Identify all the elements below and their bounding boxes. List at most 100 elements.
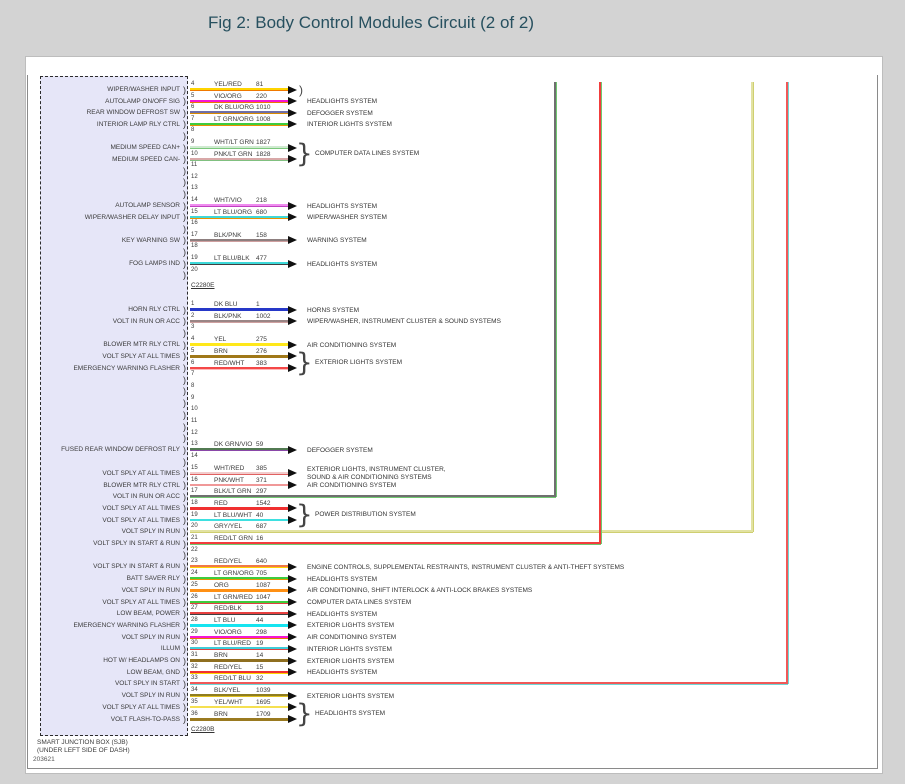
circuit-number: 1827 — [256, 139, 271, 146]
pin-arc: ) — [183, 316, 186, 327]
wire-line — [190, 99, 288, 103]
wire-line — [190, 659, 288, 662]
pin-arc: ) — [183, 188, 186, 199]
system-label: HORNS SYSTEM — [307, 306, 360, 314]
wire-arrow-icon — [288, 340, 297, 349]
circuit-number: 16 — [256, 535, 264, 542]
brace-icon: } — [296, 499, 313, 530]
wire-arrow-icon — [288, 120, 297, 129]
pin-number: 21 — [191, 535, 198, 541]
wire-arrow-icon — [288, 621, 297, 630]
wire-arrow-icon — [288, 236, 297, 245]
wire-color-code: RED/BLK — [214, 605, 242, 613]
pin-label: VOLT SPLY AT ALL TIMES — [102, 352, 180, 360]
wire-color-code: RED/LT BLU — [214, 675, 251, 683]
pin-number: 29 — [191, 628, 198, 635]
pin-number: 13 — [191, 185, 198, 192]
pin-arc: ) — [183, 154, 186, 165]
wire-color-code: PNK/LT GRN — [214, 150, 253, 158]
wire-arrow-icon — [288, 445, 297, 454]
pin-number: 14 — [191, 197, 198, 203]
pin-label: LOW BEAM, POWER — [116, 610, 180, 618]
wire-arrow-icon — [288, 703, 297, 712]
wire-color-code: RED/YEL — [214, 663, 242, 671]
pin-arc: ) — [183, 550, 186, 561]
pin-arc: ) — [183, 608, 186, 619]
pin-arc: ) — [183, 655, 186, 666]
wire-line — [190, 600, 288, 604]
system-label: HEADLIGHTS SYSTEM — [307, 610, 378, 618]
wire-arrow-icon — [288, 481, 297, 489]
pin-number: 16 — [191, 476, 198, 483]
wire-arrow-icon — [288, 633, 297, 642]
wire-arrow-icon — [288, 305, 297, 314]
pin-arc: ) — [183, 258, 186, 269]
wire-arrow-icon — [288, 259, 297, 268]
pin-arc: ) — [183, 597, 186, 607]
system-label: AIR CONDITIONING, SHIFT INTERLOCK & ANTI… — [307, 587, 533, 595]
system-label: POWER DISTRIBUTION SYSTEM — [315, 511, 416, 519]
pin-number: 15 — [191, 464, 198, 471]
pin-arc: ) — [183, 491, 186, 502]
pin-number: 7 — [191, 371, 195, 378]
pin-arc: ) — [183, 386, 186, 397]
circuit-number: 1008 — [256, 115, 271, 123]
system-label: AIR CONDITIONING SYSTEM — [307, 634, 397, 642]
wire-line — [190, 577, 288, 581]
circuit-number: 1542 — [256, 499, 271, 507]
pin-label: WIPER/WASHER DELAY INPUT — [84, 213, 180, 221]
pin-label: VOLT SPLY AT ALL TIMES — [102, 469, 180, 477]
wire-color-code: LT BLU/WHT — [214, 511, 253, 519]
pin-number: 19 — [191, 255, 198, 261]
wire-color-code: DK BLU — [214, 301, 238, 308]
pin-number: 17 — [191, 231, 198, 238]
pin-number: 35 — [191, 698, 198, 705]
figure-number: 203621 — [33, 756, 55, 763]
pin-label: VOLT SPLY AT ALL TIMES — [102, 598, 180, 606]
system-label: AIR CONDITIONING SYSTEM — [307, 341, 397, 349]
pin-arc: ) — [183, 515, 186, 526]
junction-box-caption: SMART JUNCTION BOX (SJB) (UNDER LEFT SID… — [37, 739, 130, 755]
pin-arc: ) — [183, 678, 186, 689]
wire-color-code: LT BLU/BLK — [214, 255, 250, 262]
circuit-number: 1087 — [256, 581, 271, 589]
wire-color-code: GRY/YEL — [214, 523, 243, 531]
pin-number: 8 — [191, 382, 195, 389]
wire-color-code: RED — [214, 499, 228, 507]
wire-arrow-icon — [288, 609, 297, 618]
wire-line — [190, 612, 288, 616]
wire-arrow-icon — [288, 213, 297, 222]
wire-line — [190, 483, 288, 487]
pin-arc: ) — [183, 573, 186, 584]
pin-arc: ) — [183, 643, 186, 654]
system-label: WARNING SYSTEM — [307, 237, 367, 245]
pin-arc: ) — [183, 538, 186, 549]
pin-arc: ) — [183, 433, 186, 444]
pin-label: VOLT SPLY IN START & RUN — [93, 540, 180, 547]
pin-number: 30 — [191, 640, 198, 647]
wire-color-code: YEL — [214, 336, 227, 344]
pin-arc: ) — [183, 620, 186, 631]
wire-line-vertical — [751, 82, 754, 533]
pin-label: VOLT SPLY IN RUN — [121, 633, 180, 641]
pin-number: 33 — [191, 675, 198, 682]
system-label: HEADLIGHTS SYSTEM — [307, 575, 378, 583]
wire-color-code: BRN — [214, 652, 228, 659]
circuit-number: 1039 — [256, 687, 271, 695]
wire-color-code: DK BLU/ORG — [214, 104, 255, 112]
circuit-number: 640 — [256, 558, 267, 566]
pin-arc: ) — [183, 177, 186, 188]
circuit-number: 1 — [256, 301, 260, 308]
pin-arc: ) — [183, 223, 186, 234]
system-label: HEADLIGHTS SYSTEM — [307, 98, 378, 106]
system-label-multiline: EXTERIOR LIGHTS, INSTRUMENT CLUSTER, SOU… — [307, 465, 446, 482]
pin-arc: ) — [183, 339, 186, 350]
wire-arrow-icon — [288, 97, 297, 106]
pin-arc: ) — [183, 142, 186, 153]
wire-arrow-icon — [288, 598, 297, 606]
pin-label: VOLT SPLY AT ALL TIMES — [102, 703, 180, 711]
pin-arc: ) — [183, 374, 186, 385]
wire-arrow-icon — [288, 691, 297, 700]
pin-arc: ) — [183, 212, 186, 223]
pin-label: INTERIOR LAMP RLY CTRL — [96, 120, 180, 128]
